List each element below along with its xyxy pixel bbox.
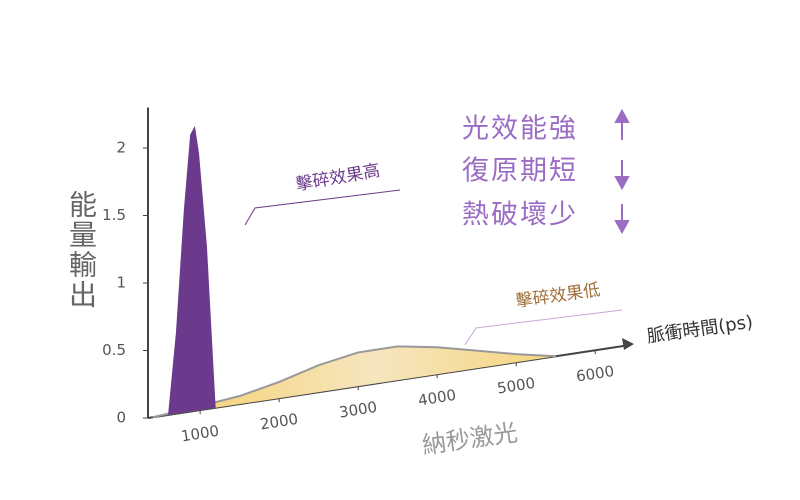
x-tick-label: 3000 xyxy=(338,398,379,422)
annotation: 擊碎效果低 xyxy=(515,280,602,312)
y-tick-label: 1.5 xyxy=(102,206,126,224)
effect-text: 復原期短 xyxy=(462,156,578,187)
x-tick-label: 1000 xyxy=(180,422,221,446)
effect-text: 熱破壞少 xyxy=(462,200,578,231)
area xyxy=(168,127,216,415)
arrow-icons xyxy=(614,108,630,235)
x-tick-label: 4000 xyxy=(417,386,458,410)
annotation: 擊碎效果高 xyxy=(294,161,381,195)
area-line xyxy=(152,345,556,419)
x-axis-arrow xyxy=(622,338,634,350)
y-tick-label: 0 xyxy=(116,409,126,427)
y-axis-label: 能量輸出 xyxy=(65,190,98,310)
x-axis-unit-label: 脈衝時間(ps) xyxy=(646,312,755,348)
x-tick-label: 2000 xyxy=(259,410,300,434)
leader-line xyxy=(464,309,623,346)
x-axis-label: 納秒激光 xyxy=(420,418,519,459)
area xyxy=(152,346,556,418)
area-line xyxy=(168,125,216,415)
leader-line xyxy=(244,189,401,226)
y-tick-label: 0.5 xyxy=(102,341,126,359)
x-tick-label: 5000 xyxy=(496,374,537,398)
plot-area: 0 0.5 1 1.5 2 1000 2000 3000 4000 5000 6000 xyxy=(102,107,634,446)
y-tick-label: 2 xyxy=(116,139,126,157)
x-tick-label: 6000 xyxy=(575,362,616,386)
y-tick-label: 1 xyxy=(116,274,126,292)
effect-text: 光效能強 xyxy=(462,114,578,145)
